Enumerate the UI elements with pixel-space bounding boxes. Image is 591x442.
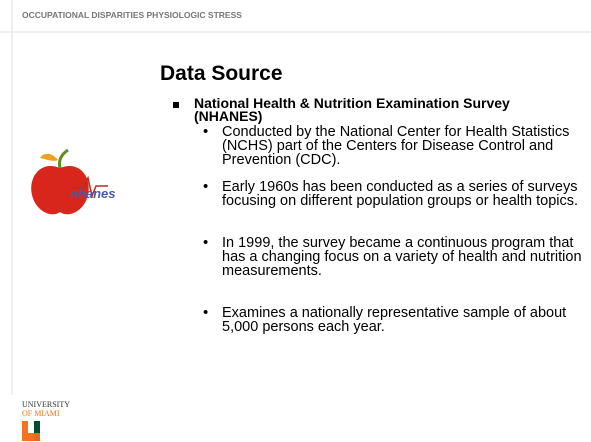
- university-name: OF MIAMI: [22, 409, 60, 418]
- bullet-square: [173, 102, 179, 108]
- bullet-dot: •: [203, 178, 209, 195]
- subbullet-text: Early 1960s has been conducted as a seri…: [222, 179, 579, 209]
- nhanes-apple: [31, 148, 108, 215]
- bullet-dot: •: [203, 234, 209, 251]
- header-title: OCCUPATIONAL DISPARITIES PHYSIOLOGIC STR…: [22, 10, 242, 20]
- bullet-text: National Health & Nutrition Examination …: [194, 95, 510, 124]
- subbullet-text: Examines a nationally representative sam…: [222, 305, 567, 335]
- bullet-dot: •: [203, 123, 209, 140]
- um-logo: [22, 421, 40, 441]
- bullet-dot: •: [203, 304, 209, 321]
- subbullet-text: In 1999, the survey became a continuous …: [222, 235, 582, 279]
- logo-text: nhanes: [70, 186, 116, 201]
- subbullet-text: Conducted by the National Center for Hea…: [222, 124, 570, 168]
- university-name: UNIVERSITY: [22, 400, 70, 409]
- slide-title: Data Source: [160, 62, 283, 85]
